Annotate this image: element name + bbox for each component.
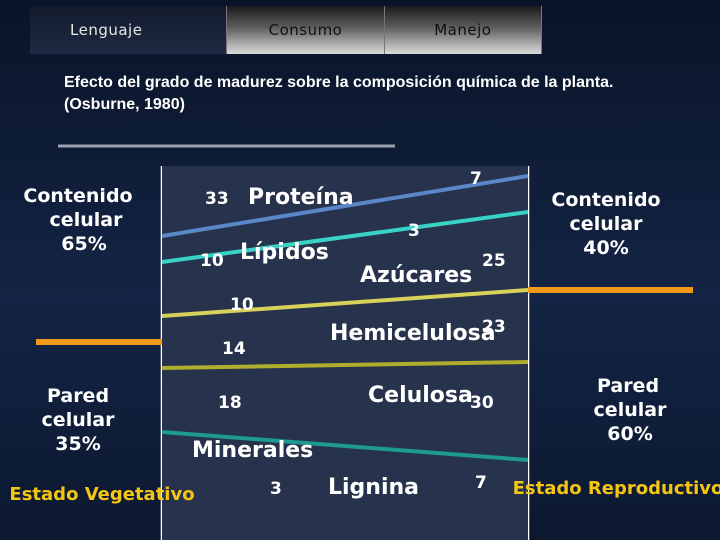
celulosa-line-front (161, 430, 529, 462)
hemicelulosa-label: Hemicelulosa (330, 321, 496, 346)
right-content-label-1: Contenido (551, 189, 660, 211)
stage-reproductivo-label: Estado Reproductivo (513, 478, 720, 499)
lignina-right-value: 7 (475, 473, 487, 493)
celulosa-left-value: 18 (218, 393, 242, 413)
title-line-2: (Osburne, 1980) (64, 96, 185, 113)
azucares-right-value: 25 (482, 251, 506, 271)
right-wall-label-2: celular (594, 399, 668, 421)
proteina-line-front (161, 174, 529, 238)
hemicelulosa-right-value: 23 (482, 317, 506, 337)
right-wall-label-3: 60% (607, 423, 652, 445)
left-wall-label-1: Pared (47, 385, 109, 407)
celulosa-right-value: 30 (470, 393, 494, 413)
left-content-label-3: 65% (61, 233, 106, 255)
tab-consumo[interactable]: Consumo (227, 6, 385, 54)
lipidos-right-value: 3 (408, 221, 420, 241)
title-line-1: Efecto del grado de madurez sobre la com… (64, 74, 614, 91)
tab-bar: Lenguaje Consumo Manejo (30, 6, 542, 54)
lipidos-left-value: 10 (200, 251, 224, 271)
left-content-label-2: celular (50, 209, 124, 231)
lipidos-label: Lípidos (240, 240, 329, 265)
lignina-left-value: 3 (270, 479, 282, 499)
right-wall-label-1: Pared (597, 375, 659, 397)
left-wall-label-3: 35% (55, 433, 100, 455)
page-title: Efecto del grado de madurez sobre la com… (64, 72, 704, 116)
tab-manejo[interactable]: Manejo (384, 6, 542, 54)
proteina-right-value: 7 (470, 169, 482, 189)
azucares-label: Azúcares (360, 263, 472, 288)
minerales-label: Minerales (192, 438, 313, 463)
celulosa-label: Celulosa (368, 383, 473, 408)
lipidos-line-front (161, 210, 529, 264)
lignina-label: Lignina (328, 475, 419, 500)
proteina-label: Proteína (248, 185, 354, 210)
left-wall-label-2: celular (42, 409, 116, 431)
stage-vegetativo-label: Estado Vegetativo (9, 484, 194, 505)
hemicelulosa-line-front (161, 360, 529, 370)
proteina-left-value: 33 (205, 189, 229, 209)
left-content-label-1: Contenido (23, 185, 132, 207)
azucares-line-front (161, 288, 529, 318)
tab-lenguaje[interactable]: Lenguaje (30, 6, 228, 54)
hemicelulosa-left-value: 14 (222, 339, 246, 359)
azucares-left-value: 10 (230, 295, 254, 315)
right-content-label-3: 40% (583, 237, 628, 259)
band-shade (162, 166, 528, 540)
right-content-label-2: celular (570, 213, 644, 235)
